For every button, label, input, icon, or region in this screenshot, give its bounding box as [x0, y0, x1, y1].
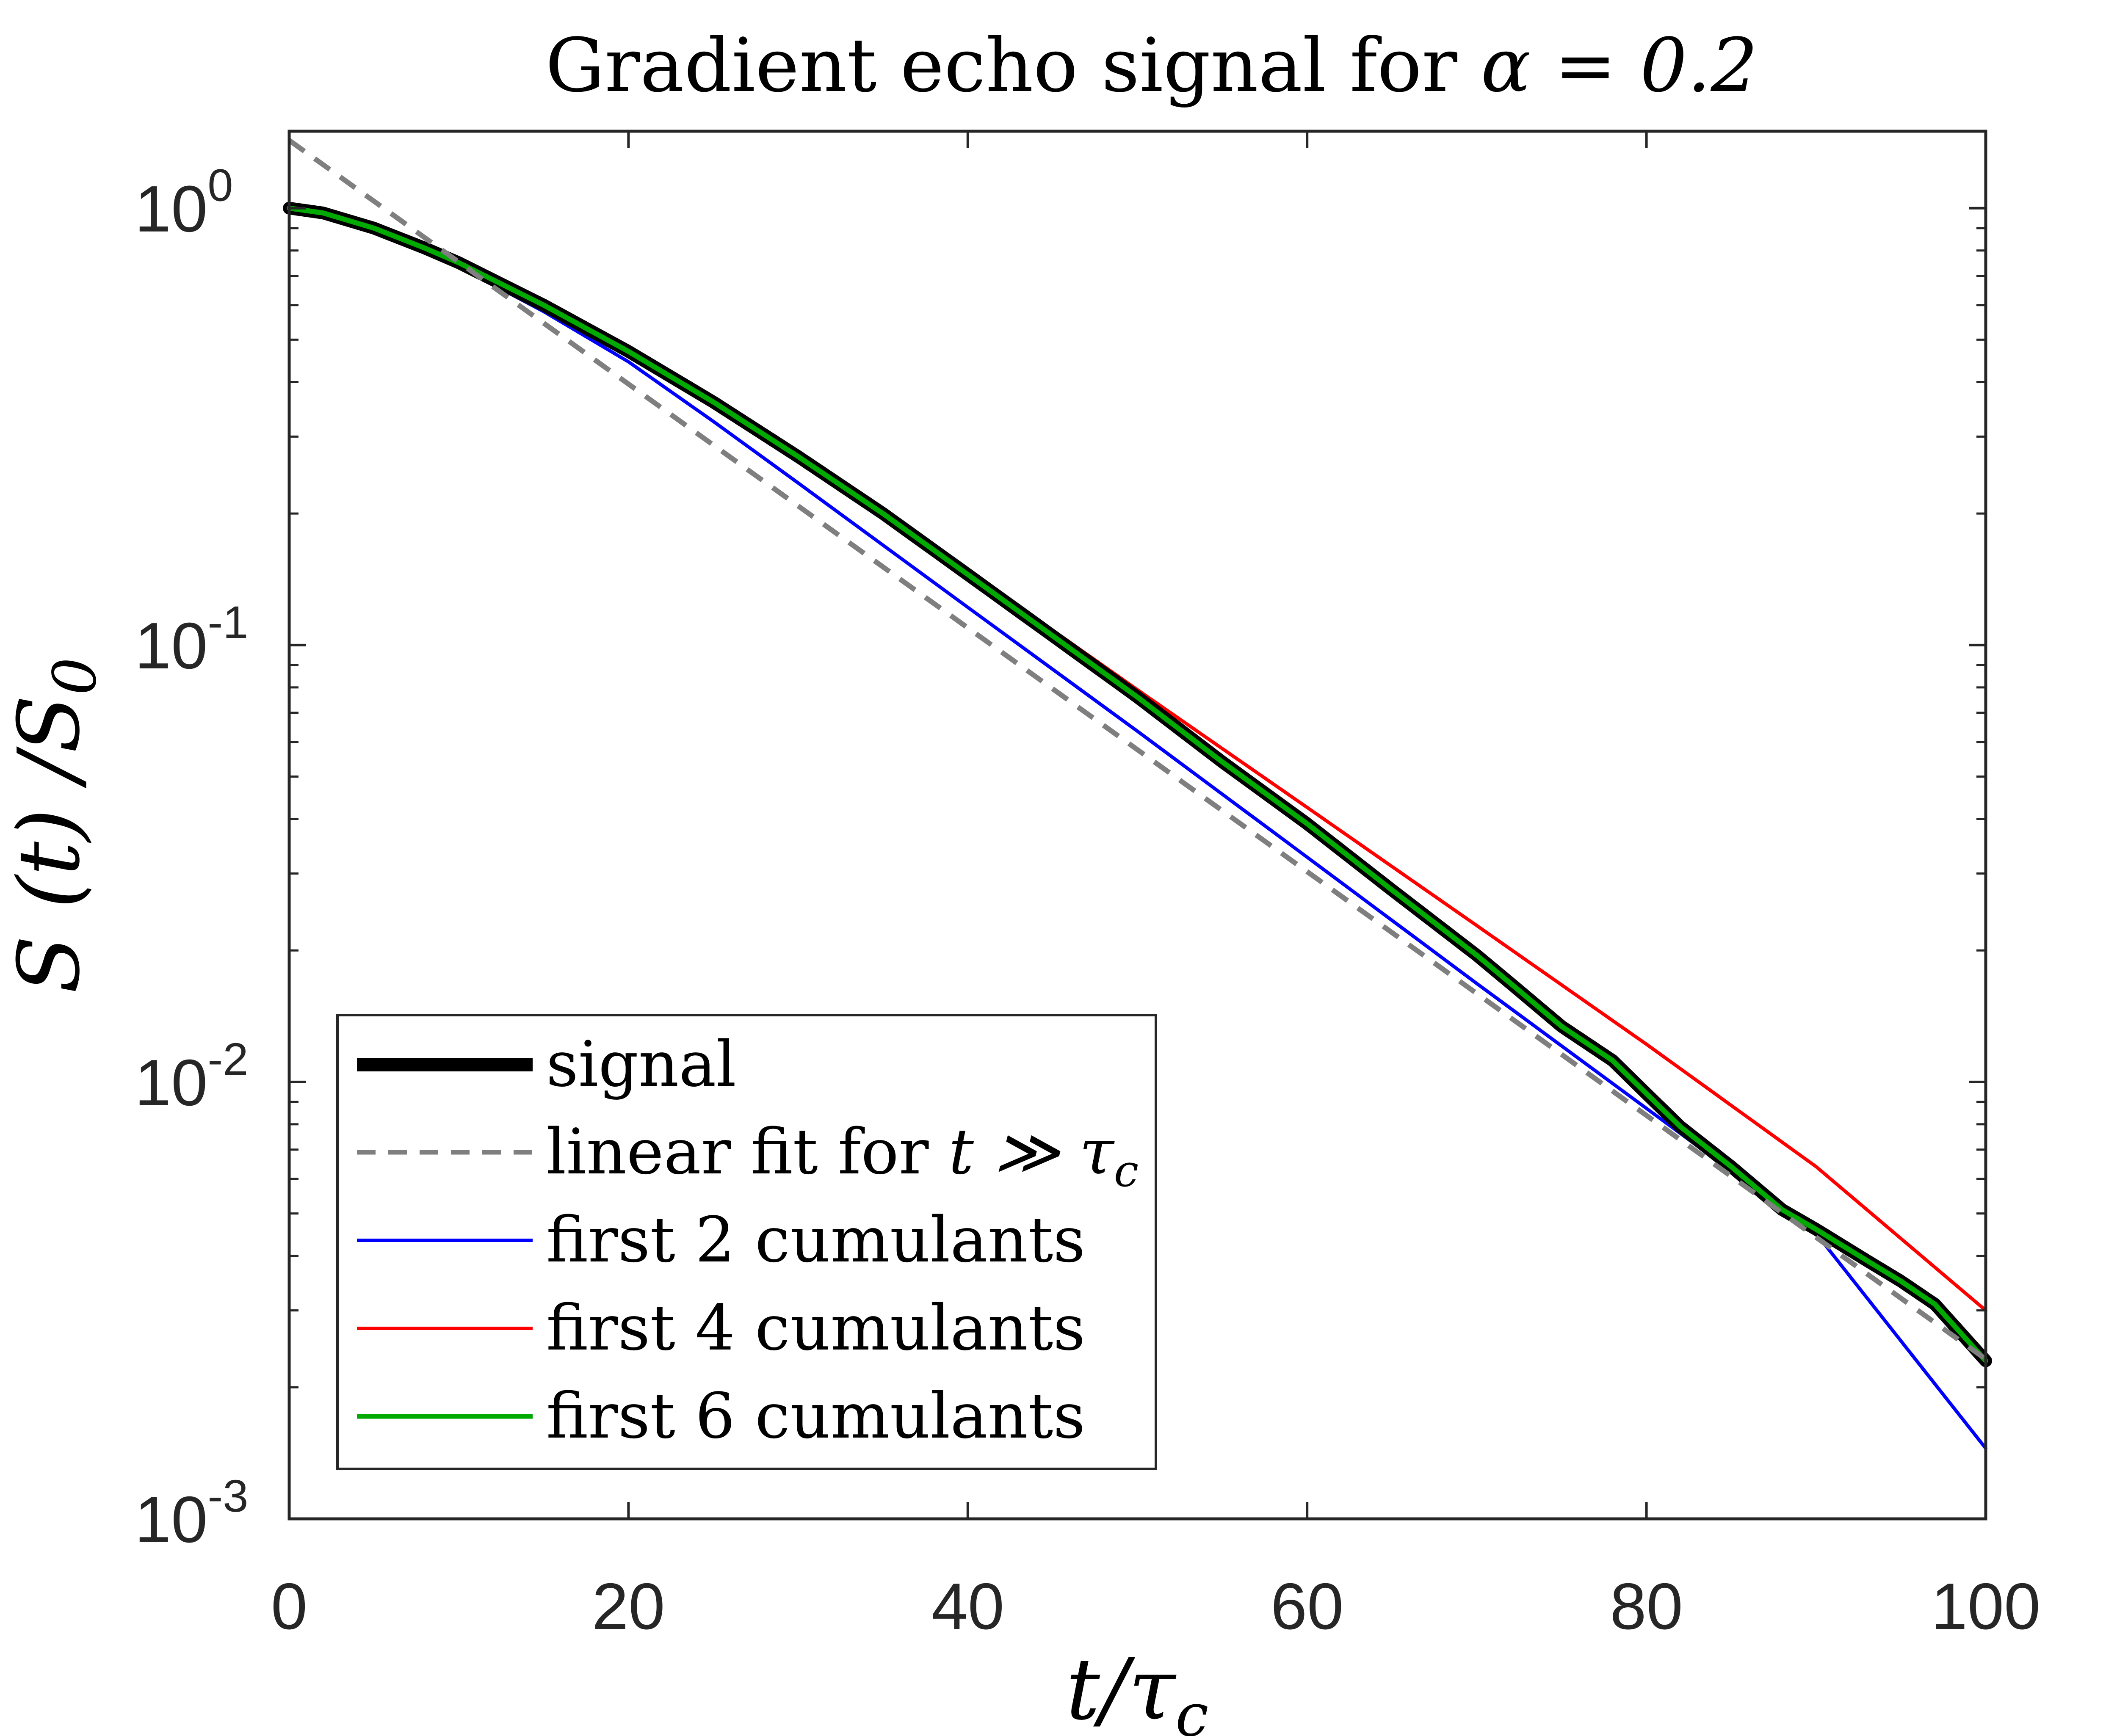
y-tick-label-exp: 0: [207, 160, 233, 211]
legend-label-first-2-cumulants: first 2 cumulants: [546, 1203, 1085, 1276]
y-axis-label-text: S (t) /S: [0, 695, 99, 994]
x-tick-label: 20: [592, 1570, 665, 1643]
plot-frame: [287, 130, 1987, 1521]
x-axis-label-text: t/τ: [1066, 1640, 1177, 1736]
x-tick-label: 80: [1610, 1570, 1683, 1643]
x-tick-label: 60: [1271, 1570, 1343, 1643]
legend: signal linear fit for t ≫ τc first 2 cum…: [336, 1014, 1157, 1470]
chart-title: Gradient echo signal for α = 0.2: [545, 23, 1758, 109]
legend-label-signal: signal: [546, 1028, 736, 1101]
legend-label-linear-fit-sub: c: [1114, 1145, 1139, 1197]
legend-label-linear-fit-math: t ≫ τ: [949, 1115, 1115, 1188]
x-axis-label-sub: c: [1175, 1681, 1208, 1736]
y-tick-label-base: 10: [135, 609, 207, 682]
chart-title-text: Gradient echo signal for: [545, 23, 1481, 109]
y-axis-label-sub: 0: [41, 657, 110, 695]
y-tick-label-base: 10: [135, 1483, 207, 1556]
series-line-linear-fit: [287, 138, 1987, 1361]
y-tick-label: 10-2: [135, 1033, 248, 1119]
x-tick-label: 100: [1931, 1570, 2041, 1643]
y-tick-label-base: 10: [135, 172, 207, 246]
y-tick-label-exp: -3: [207, 1470, 248, 1521]
legend-label-linear-fit-text: linear fit for: [546, 1115, 949, 1188]
chart-title-math: α = 0.2: [1481, 23, 1758, 109]
legend-label-linear-fit: linear fit for t ≫ τc: [546, 1115, 1139, 1197]
series-line-first-6-cumulants: [287, 205, 1988, 1363]
legend-label-first-6-cumulants: first 6 cumulants: [546, 1380, 1085, 1452]
x-axis-label: t/τc: [1066, 1640, 1209, 1736]
y-tick-label-base: 10: [135, 1046, 207, 1119]
y-tick-label: 10-1: [135, 596, 248, 682]
x-tick-label: 0: [271, 1570, 307, 1643]
y-tick-label: 100: [135, 160, 233, 246]
y-axis-label: S (t) /S0: [0, 657, 110, 994]
y-tick-label: 10-3: [135, 1470, 248, 1556]
legend-label-first-4-cumulants: first 4 cumulants: [546, 1292, 1085, 1364]
y-tick-label-exp: -2: [207, 1033, 248, 1085]
x-tick-label: 40: [931, 1570, 1004, 1643]
y-tick-label-exp: -1: [207, 596, 248, 648]
series-layer: [283, 138, 1992, 1450]
